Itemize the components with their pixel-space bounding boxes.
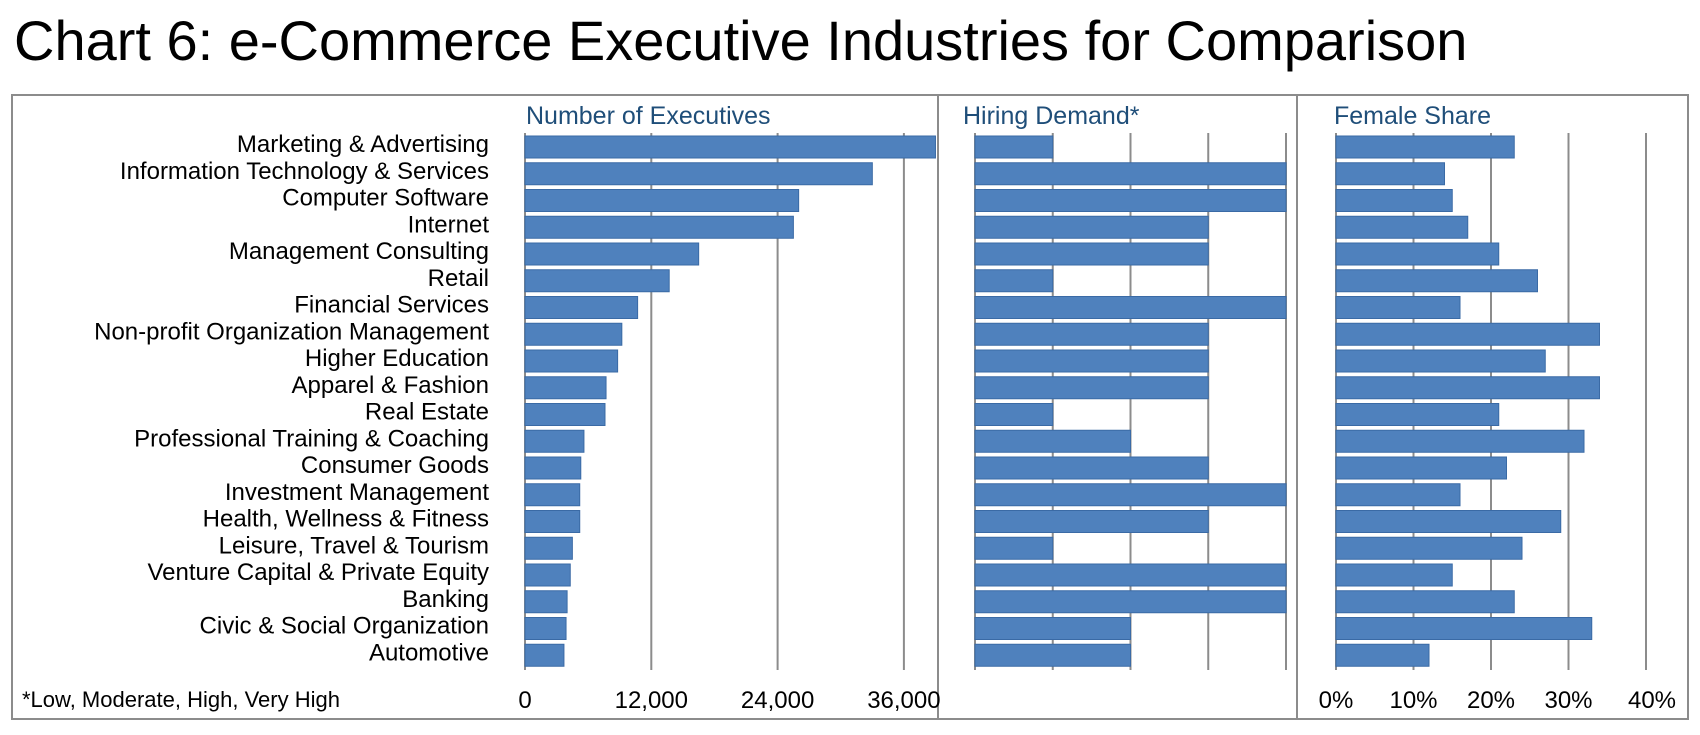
tick-label-female-share-1: 10% [1389, 687, 1437, 714]
category-label-apparel-and-fashion: Apparel & Fashion [292, 372, 489, 399]
bar-number-of-executives-financial-services [524, 296, 639, 319]
bar-number-of-executives-leisure-travel-and-tourism [524, 536, 573, 560]
category-label-financial-services: Financial Services [294, 292, 489, 319]
category-label-investment-management: Investment Management [225, 479, 489, 506]
bar-number-of-executives-investment-management [524, 483, 581, 507]
tick-label-female-share-4: 40% [1628, 687, 1676, 714]
bar-female-share-financial-services [1335, 296, 1461, 319]
bar-number-of-executives-marketing-and-advertising [524, 135, 936, 159]
bar-hiring-demand-non-profit-organization-management [974, 322, 1209, 346]
bars-layer [524, 135, 1600, 667]
category-label-venture-capital-and-private-equity: Venture Capital & Private Equity [147, 559, 489, 586]
bar-number-of-executives-civic-and-social-organization [524, 617, 567, 640]
bar-number-of-executives-venture-capital-and-private-equity [524, 563, 571, 587]
category-label-professional-training-and-coaching: Professional Training & Coaching [134, 425, 489, 452]
category-label-banking: Banking [402, 586, 489, 613]
bar-hiring-demand-apparel-and-fashion [974, 376, 1209, 400]
bar-hiring-demand-civic-and-social-organization [974, 617, 1131, 640]
category-label-non-profit-organization-management: Non-profit Organization Management [94, 318, 489, 345]
bar-number-of-executives-higher-education [524, 349, 619, 373]
category-label-real-estate: Real Estate [365, 399, 489, 426]
category-label-internet: Internet [408, 211, 490, 238]
bar-female-share-banking [1335, 590, 1515, 614]
category-label-management-consulting: Management Consulting [229, 238, 489, 265]
bar-female-share-marketing-and-advertising [1335, 135, 1515, 159]
bar-female-share-computer-software [1335, 189, 1453, 212]
bar-number-of-executives-health-wellness-and-fitness [524, 510, 581, 533]
panel-title-number-of-executives: Number of Executives [526, 102, 771, 130]
category-label-civic-and-social-organization: Civic & Social Organization [200, 613, 489, 640]
category-label-retail: Retail [428, 265, 489, 292]
bar-female-share-professional-training-and-coaching [1335, 429, 1585, 453]
bar-hiring-demand-information-technology-and-services [974, 162, 1287, 186]
category-label-leisure-travel-and-tourism: Leisure, Travel & Tourism [219, 532, 489, 559]
bar-hiring-demand-leisure-travel-and-tourism [974, 536, 1054, 560]
bar-number-of-executives-computer-software [524, 189, 800, 212]
category-label-information-technology-and-services: Information Technology & Services [120, 158, 489, 185]
bar-hiring-demand-internet [974, 215, 1209, 239]
bar-hiring-demand-automotive [974, 643, 1131, 667]
bar-female-share-health-wellness-and-fitness [1335, 510, 1562, 533]
tick-label-number-of-executives-0: 0 [518, 687, 531, 714]
bar-hiring-demand-investment-management [974, 483, 1287, 507]
bar-hiring-demand-real-estate [974, 403, 1054, 426]
bar-hiring-demand-retail [974, 269, 1054, 293]
bar-number-of-executives-internet [524, 215, 794, 239]
tick-label-number-of-executives-2: 24,000 [741, 687, 814, 714]
bar-hiring-demand-marketing-and-advertising [974, 135, 1054, 159]
bar-hiring-demand-professional-training-and-coaching [974, 429, 1131, 453]
bar-female-share-management-consulting [1335, 242, 1500, 266]
panel-title-hiring-demand: Hiring Demand* [963, 102, 1140, 130]
bar-female-share-venture-capital-and-private-equity [1335, 563, 1453, 587]
tick-label-female-share-3: 30% [1544, 687, 1592, 714]
bar-number-of-executives-consumer-goods [524, 456, 582, 480]
bar-hiring-demand-higher-education [974, 349, 1209, 373]
category-label-health-wellness-and-fitness: Health, Wellness & Fitness [203, 506, 489, 533]
bar-number-of-executives-automotive [524, 643, 565, 667]
bar-female-share-real-estate [1335, 403, 1500, 426]
chart-title: Chart 6: e-Commerce Executive Industries… [14, 9, 1468, 72]
bar-female-share-leisure-travel-and-tourism [1335, 536, 1523, 560]
bar-number-of-executives-information-technology-and-services [524, 162, 873, 186]
bar-female-share-retail [1335, 269, 1538, 293]
bar-female-share-apparel-and-fashion [1335, 376, 1600, 400]
category-label-computer-software: Computer Software [282, 185, 489, 212]
bar-female-share-non-profit-organization-management [1335, 322, 1600, 346]
bar-female-share-investment-management [1335, 483, 1461, 507]
category-label-marketing-and-advertising: Marketing & Advertising [237, 131, 489, 158]
bar-female-share-information-technology-and-services [1335, 162, 1445, 186]
bar-hiring-demand-health-wellness-and-fitness [974, 510, 1209, 533]
bar-number-of-executives-non-profit-organization-management [524, 322, 623, 346]
bar-number-of-executives-retail [524, 269, 670, 293]
bar-number-of-executives-management-consulting [524, 242, 700, 266]
bar-hiring-demand-computer-software [974, 189, 1287, 212]
bar-female-share-civic-and-social-organization [1335, 617, 1593, 640]
bar-hiring-demand-banking [974, 590, 1287, 614]
bar-hiring-demand-consumer-goods [974, 456, 1209, 480]
chart-frame [11, 94, 1689, 720]
bar-number-of-executives-professional-training-and-coaching [524, 429, 585, 453]
category-label-higher-education: Higher Education [305, 345, 489, 372]
panel-title-female-share: Female Share [1334, 102, 1491, 130]
tick-label-female-share-2: 20% [1467, 687, 1515, 714]
tick-label-female-share-0: 0% [1319, 687, 1354, 714]
bar-female-share-consumer-goods [1335, 456, 1507, 480]
bar-female-share-automotive [1335, 643, 1430, 667]
bar-hiring-demand-financial-services [974, 296, 1287, 319]
tick-label-number-of-executives-3: 36,000 [867, 687, 940, 714]
bar-female-share-internet [1335, 215, 1469, 239]
bar-number-of-executives-apparel-and-fashion [524, 376, 607, 400]
bar-female-share-higher-education [1335, 349, 1546, 373]
footnote: *Low, Moderate, High, Very High [22, 687, 340, 712]
tick-label-number-of-executives-1: 12,000 [615, 687, 688, 714]
grid-layer [524, 133, 1647, 670]
bar-hiring-demand-venture-capital-and-private-equity [974, 563, 1287, 587]
bar-number-of-executives-banking [524, 590, 568, 614]
category-label-automotive: Automotive [369, 639, 489, 666]
bar-hiring-demand-management-consulting [974, 242, 1209, 266]
category-label-consumer-goods: Consumer Goods [301, 452, 489, 479]
bar-number-of-executives-real-estate [524, 403, 606, 426]
